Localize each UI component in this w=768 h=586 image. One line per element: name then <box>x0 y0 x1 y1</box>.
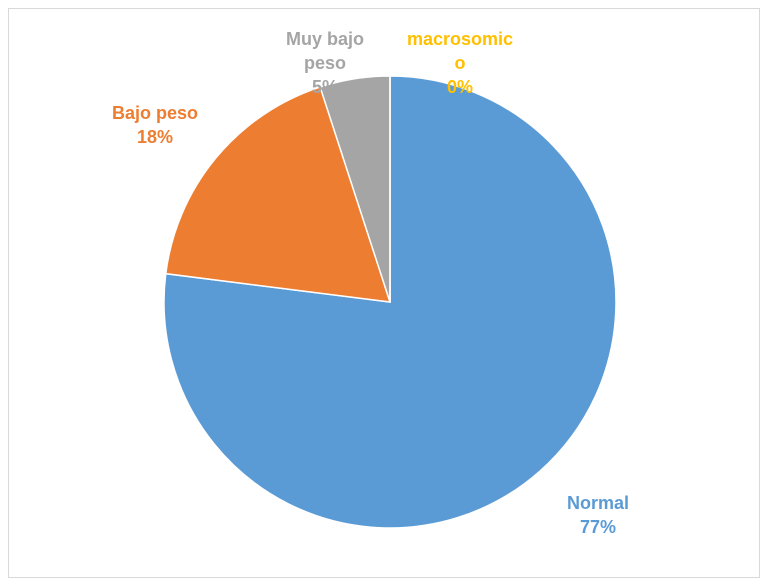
category-label: Normal <box>566 493 629 513</box>
value-label: 5% <box>311 77 338 97</box>
slice-label: macrosomico 0% <box>406 27 514 99</box>
category-label: Bajo peso <box>111 103 199 123</box>
pie-slice <box>163 75 617 529</box>
category-label: macrosomico <box>406 29 514 73</box>
category-label: Muy bajo peso <box>285 29 364 73</box>
value-label: 77% <box>579 517 617 537</box>
chart-frame <box>8 8 760 578</box>
slice-label: Bajo peso 18% <box>85 101 225 149</box>
value-label: 18% <box>136 127 174 147</box>
slice-label: Normal 77% <box>538 491 658 539</box>
value-label: 0% <box>446 77 473 97</box>
pie-slice <box>164 86 392 303</box>
slice-label: Muy bajo peso 5% <box>270 27 380 99</box>
